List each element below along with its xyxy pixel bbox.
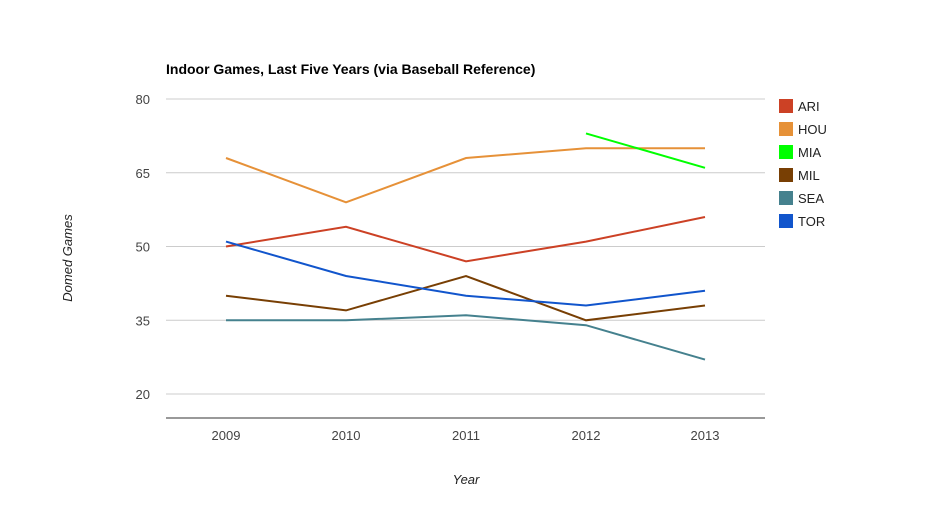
y-tick-label: 35 (136, 313, 150, 328)
legend-swatch-tor (779, 214, 793, 228)
y-tick-label: 50 (136, 240, 150, 255)
x-axis-ticks: 2009 2010 2011 2012 2013 (212, 428, 720, 443)
series-line-mia (585, 132, 706, 169)
legend-label: SEA (798, 191, 824, 206)
x-tick-label: 2012 (572, 428, 601, 443)
x-tick-label: 2009 (212, 428, 241, 443)
series-line-tor (225, 240, 706, 307)
x-axis-label: Year (453, 472, 480, 487)
legend-swatch-mia (779, 145, 793, 159)
series-line-hou (225, 147, 705, 204)
y-axis-label: Domed Games (60, 214, 75, 302)
legend-label: HOU (798, 122, 827, 137)
series-line-ari (225, 216, 706, 263)
legend: ARI HOU MIA MIL SEA TOR (779, 99, 827, 229)
x-tick-label: 2011 (452, 428, 480, 443)
x-tick-label: 2010 (332, 428, 361, 443)
series-line-mil (225, 274, 706, 322)
series-line-sea (226, 314, 706, 361)
legend-swatch-sea (779, 191, 793, 205)
y-axis-ticks: 20 35 50 65 80 (136, 92, 150, 402)
y-tick-label: 65 (136, 166, 150, 181)
y-tick-label: 20 (136, 387, 150, 402)
legend-swatch-hou (779, 122, 793, 136)
y-tick-label: 80 (136, 92, 150, 107)
legend-label: MIA (798, 145, 821, 160)
legend-label: TOR (798, 214, 825, 229)
legend-label: ARI (798, 99, 820, 114)
gridlines (166, 98, 765, 395)
series-lines (225, 132, 706, 361)
legend-swatch-mil (779, 168, 793, 182)
legend-swatch-ari (779, 99, 793, 113)
legend-label: MIL (798, 168, 820, 183)
chart-title: Indoor Games, Last Five Years (via Baseb… (166, 61, 535, 77)
x-tick-label: 2013 (691, 428, 720, 443)
